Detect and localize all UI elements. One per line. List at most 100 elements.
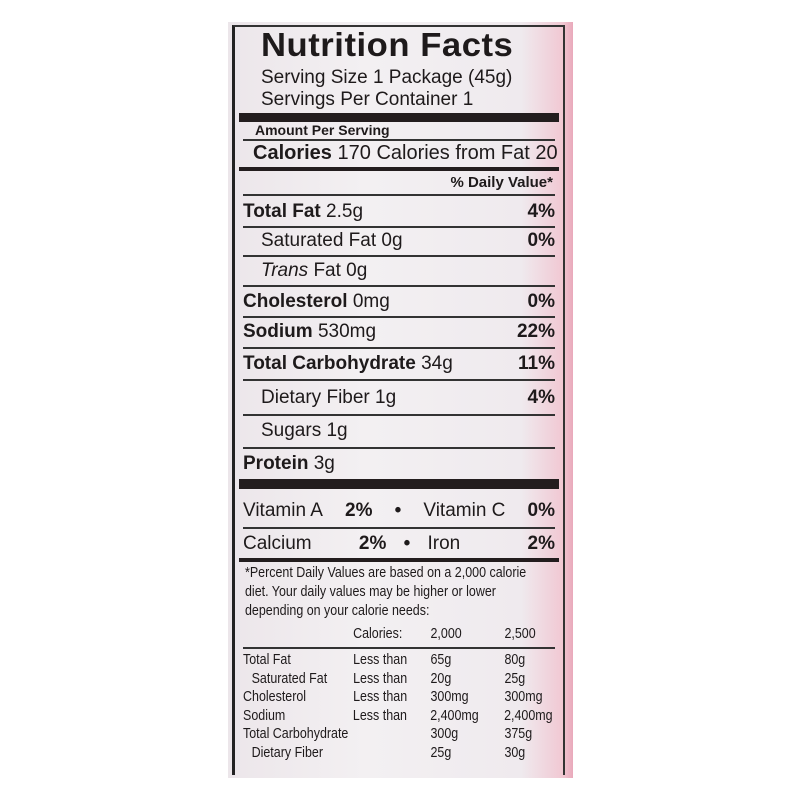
amount-per-serving: Amount Per Serving <box>255 122 390 138</box>
nutrients-1-name: Saturated Fat <box>261 230 377 251</box>
nutrients-4-name: Sodium <box>243 321 313 342</box>
table-row: Sodium Less than 2,400mg 2,400mg <box>243 707 553 726</box>
reference-table-rows-0-0: Total Fat <box>243 652 291 669</box>
reference-table-rows-5-3: 30g <box>504 744 526 761</box>
divider <box>243 285 555 287</box>
nutrient-saturated-fat: Saturated Fat 0g 0% <box>243 230 555 252</box>
nutrient-sodium: Sodium 530mg 22% <box>243 321 555 343</box>
divider <box>243 194 555 196</box>
medium-divider <box>239 558 559 562</box>
vitamins-row-2: Calcium 2% • Iron 2% <box>243 533 555 555</box>
nutrients-5-amount: 34g <box>421 353 453 374</box>
nutrients-0-name: Total Fat <box>243 201 321 222</box>
reference-table-rows-4-2: 300g <box>430 726 459 743</box>
nutrient-total-fat: Total Fat 2.5g 4% <box>243 201 555 223</box>
reference-table-header-1: Calories: <box>353 626 403 643</box>
calories-row: Calories 170 Calories from Fat 20 <box>253 142 558 165</box>
divider <box>243 316 555 318</box>
nutrients-3-name: Cholesterol <box>243 291 348 312</box>
footnote-0: *Percent Daily Values are based on a 2,0… <box>245 565 527 581</box>
footnote-1: diet. Your daily values may be higher or… <box>245 584 496 600</box>
thick-divider <box>239 113 559 122</box>
nutrients-4-dv: 22% <box>516 321 555 342</box>
calories-from-fat: Calories from Fat 20 <box>376 142 558 164</box>
nutrients-8-name: Protein <box>243 453 309 474</box>
divider <box>243 226 555 228</box>
reference-table-rows-2-2: 300mg <box>430 689 469 706</box>
divider <box>243 139 555 141</box>
vitamins-0-left-name: Vitamin A <box>243 500 323 521</box>
nutrients-8-amount: 3g <box>313 453 335 474</box>
divider <box>243 347 555 349</box>
reference-table-rows-1-1: Less than <box>353 670 408 687</box>
nutrient-cholesterol: Cholesterol 0mg 0% <box>243 291 555 313</box>
nutrients-6-dv: 4% <box>527 387 555 408</box>
vitamins-1-left-dv: 2% <box>358 533 387 554</box>
divider <box>243 379 555 381</box>
vitamins-0-right-name: Vitamin C <box>423 500 506 521</box>
table-row: Total Fat Less than 65g 80g <box>243 651 553 670</box>
nutrients-7-amount: 1g <box>326 420 348 441</box>
nutrients-0-dv: 4% <box>527 201 555 222</box>
reference-table-rows-0-2: 65g <box>430 652 452 669</box>
divider <box>243 647 555 649</box>
nutrient-dietary-fiber: Dietary Fiber 1g 4% <box>243 387 555 409</box>
reference-table-rows-1-2: 20g <box>430 670 452 687</box>
nutrients-4-amount: 530mg <box>317 321 377 342</box>
reference-table-rows-2-1: Less than <box>353 689 408 706</box>
nutrients-7-name: Sugars <box>261 420 322 441</box>
vitamins-1-right-dv: 2% <box>527 533 555 554</box>
nutrient-total-carbohydrate: Total Carbohydrate 34g 11% <box>243 353 555 375</box>
vitamins-row-1: Vitamin A 2% • Vitamin C 0% <box>243 500 555 522</box>
reference-table-header: Calories: 2,000 2,500 <box>243 625 553 644</box>
nutrition-facts-label: Nutrition Facts Serving Size 1 Package (… <box>232 25 565 775</box>
reference-table-rows-5-2: 25g <box>430 744 452 761</box>
table-row: Total Carbohydrate 300g 375g <box>243 725 553 744</box>
vitamins-1-left-name: Calcium <box>243 533 312 554</box>
nutrients-3-amount: 0mg <box>352 291 390 312</box>
nutrients-0-amount: 2.5g <box>326 201 364 222</box>
reference-table-rows-1-0: Saturated Fat <box>251 670 328 687</box>
reference-table-rows-3-3: 2,400mg <box>504 707 553 724</box>
daily-value-header: % Daily Value* <box>450 174 553 191</box>
reference-table-rows-0-3: 80g <box>504 652 526 669</box>
vitamins-0-left-dv: 2% <box>345 500 373 521</box>
calories-label: Calories <box>253 142 332 164</box>
footnote-2: depending on your calorie needs: <box>245 603 430 619</box>
reference-table-header-2: 2,000 <box>430 626 462 643</box>
nutrients-5-dv: 11% <box>518 353 555 374</box>
package-background <box>228 22 573 778</box>
reference-table-header-3: 2,500 <box>504 626 536 643</box>
nutrients-5-name: Total Carbohydrate <box>243 353 416 374</box>
nutrients-1-amount: 0g <box>381 230 403 251</box>
vitamins-1-bullet: • <box>403 533 411 554</box>
table-row: Dietary Fiber 25g 30g <box>243 744 553 763</box>
medium-divider <box>239 167 559 171</box>
divider <box>243 447 555 449</box>
table-row: Cholesterol Less than 300mg 300mg <box>243 688 553 707</box>
reference-table-rows-4-0: Total Carbohydrate <box>243 726 349 743</box>
nutrients-6-amount: 1g <box>375 387 397 408</box>
reference-table-rows-2-0: Cholesterol <box>243 689 307 706</box>
reference-table-rows-1-3: 25g <box>504 670 526 687</box>
divider <box>243 255 555 257</box>
reference-table-rows-3-1: Less than <box>352 707 408 724</box>
nutrients-6-name: Dietary Fiber <box>261 387 370 408</box>
reference-table-rows-3-2: 2,400mg <box>430 707 479 724</box>
vitamins-0-right-dv: 0% <box>527 500 555 521</box>
nutrients-2-amount: Fat 0g <box>313 260 368 281</box>
label-title: Nutrition Facts <box>261 26 514 63</box>
nutrients-2-name: Trans <box>261 260 309 281</box>
reference-table-rows-5-0: Dietary Fiber <box>251 744 323 761</box>
servings-per-container: Servings Per Container 1 <box>261 89 474 110</box>
nutrient-protein: Protein 3g <box>243 453 555 475</box>
vitamins-0-bullet: • <box>394 500 402 521</box>
reference-table-rows-2-3: 300mg <box>504 689 543 706</box>
serving-size: Serving Size 1 Package (45g) <box>261 67 513 88</box>
nutrients-3-dv: 0% <box>527 291 555 312</box>
vitamins-1-right-name: Iron <box>427 533 461 554</box>
nutrient-sugars: Sugars 1g <box>243 420 555 442</box>
calories-value: 170 <box>337 142 371 164</box>
reference-table: Total Fat Less than 65g 80g Saturated Fat Le… <box>243 651 553 762</box>
nutrient-trans-fat: Trans Fat 0g <box>243 260 555 282</box>
